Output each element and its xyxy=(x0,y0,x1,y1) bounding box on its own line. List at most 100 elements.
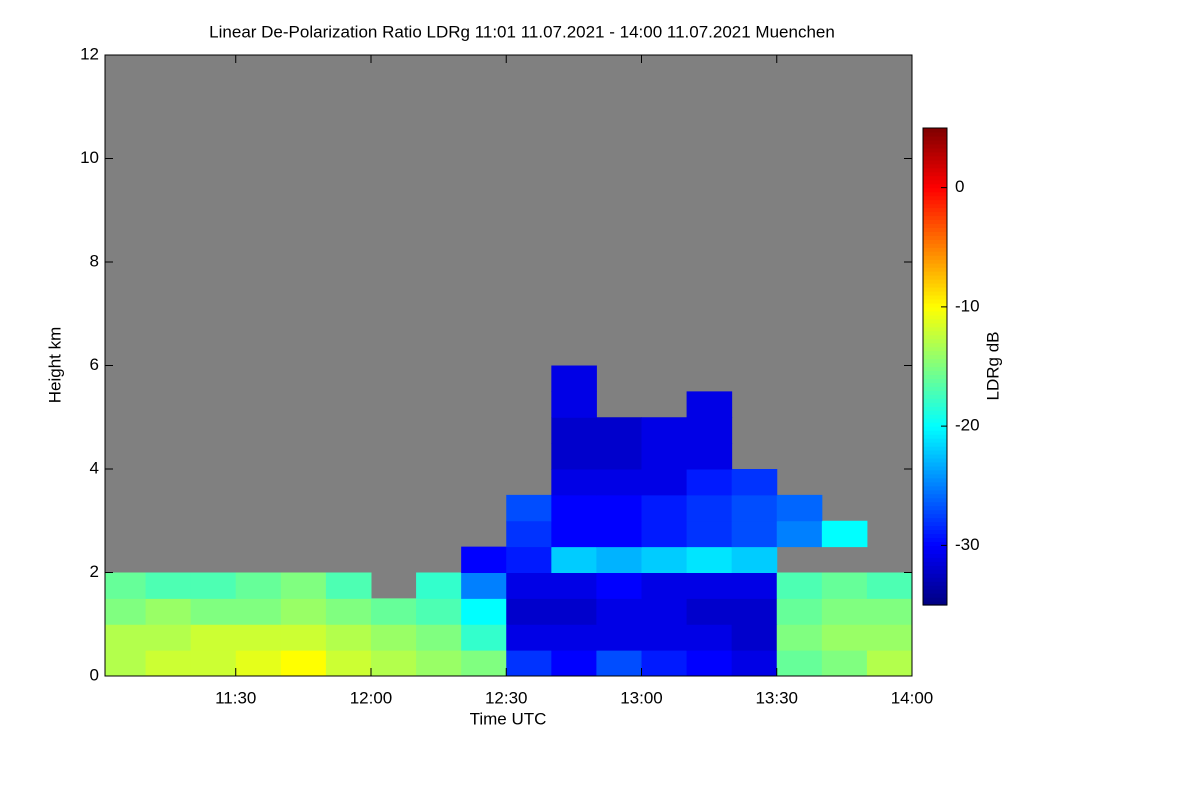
colorbar-step xyxy=(923,509,947,515)
colorbar-step xyxy=(923,179,947,185)
colorbar-step xyxy=(923,422,947,427)
heatmap-cell xyxy=(506,624,552,651)
colorbar-step xyxy=(923,370,947,376)
colorbar-step xyxy=(923,263,947,268)
colorbar-step xyxy=(923,306,947,312)
heatmap-cell xyxy=(461,546,507,573)
heatmap-cell xyxy=(596,624,642,651)
heatmap-cell xyxy=(596,572,642,599)
colorbar-step xyxy=(923,342,947,348)
colorbar-step xyxy=(923,442,947,447)
heatmap-cell xyxy=(641,572,688,599)
colorbar-step xyxy=(923,318,947,324)
colorbar-step xyxy=(923,461,947,467)
heatmap-cell xyxy=(866,598,913,625)
colorbar-step xyxy=(923,434,947,439)
colorbar-step xyxy=(923,485,947,491)
colorbar-step xyxy=(923,326,947,332)
heatmap-cell xyxy=(551,546,597,573)
heatmap-cell xyxy=(866,650,913,677)
colorbar-step xyxy=(923,489,947,495)
heatmap-cell xyxy=(776,520,823,548)
heatmap-cell xyxy=(416,598,462,625)
colorbar-step xyxy=(923,290,947,296)
colorbar-step xyxy=(923,199,947,205)
heatmap-cell xyxy=(731,494,778,522)
plot-area xyxy=(104,54,913,677)
heatmap-cell xyxy=(641,650,688,677)
heatmap-cell xyxy=(325,624,372,651)
colorbar-step xyxy=(923,569,947,574)
colorbar-step xyxy=(923,426,947,431)
heatmap-cell xyxy=(641,443,688,470)
colorbar-step xyxy=(923,338,947,344)
colorbar-step xyxy=(923,235,947,240)
heatmap-cell xyxy=(776,624,823,651)
colorbar-step xyxy=(923,465,947,471)
heatmap-cell xyxy=(686,572,733,599)
heatmap-cell xyxy=(551,365,597,392)
colorbar-step xyxy=(923,374,947,380)
colorbar-step xyxy=(923,227,947,232)
heatmap-cell xyxy=(416,572,462,599)
heatmap-cell xyxy=(731,650,778,677)
colorbar-step xyxy=(923,565,947,570)
heatmap-cell xyxy=(190,650,237,677)
colorbar-step xyxy=(923,358,947,364)
x-tick-label: 13:30 xyxy=(755,688,798,707)
heatmap-cell xyxy=(686,494,733,522)
heatmap-cell xyxy=(596,520,642,548)
colorbar-tick-label: -20 xyxy=(955,416,980,435)
colorbar-step xyxy=(923,581,947,586)
heatmap-cell xyxy=(145,572,192,599)
heatmap-cell xyxy=(551,443,597,470)
heatmap-cell xyxy=(641,546,688,573)
colorbar-step xyxy=(923,143,947,149)
colorbar-step xyxy=(923,155,947,161)
colorbar-step xyxy=(923,362,947,368)
colorbar-step xyxy=(923,449,947,455)
colorbar-step xyxy=(923,477,947,483)
heatmap-cell xyxy=(551,469,597,496)
colorbar-step xyxy=(923,597,947,602)
colorbar-step xyxy=(923,175,947,181)
colorbar-step xyxy=(923,287,947,292)
x-tick-label: 12:30 xyxy=(485,688,528,707)
x-tick-label: 12:00 xyxy=(350,688,393,707)
colorbar-step xyxy=(923,386,947,391)
y-tick-label: 2 xyxy=(90,562,99,581)
colorbar-step xyxy=(923,310,947,316)
colorbar-step xyxy=(923,183,947,189)
heatmap-cell xyxy=(686,598,733,625)
colorbar-step xyxy=(923,334,947,340)
colorbar-step xyxy=(923,585,947,590)
heatmap-cell xyxy=(145,624,192,651)
heatmap-cell xyxy=(105,572,147,599)
heatmap-cell xyxy=(686,391,733,418)
heatmap-cell xyxy=(506,494,552,522)
colorbar-tick-label: 0 xyxy=(955,177,964,196)
heatmap-cell xyxy=(280,624,327,651)
colorbar-step xyxy=(923,239,947,244)
colorbar-step xyxy=(923,171,947,177)
heatmap-cell xyxy=(551,391,597,418)
heatmap-cell xyxy=(596,546,642,573)
heatmap-cell xyxy=(641,469,688,496)
colorbar-step xyxy=(923,589,947,594)
heatmap-cell xyxy=(105,598,147,625)
colorbar-step xyxy=(923,406,947,411)
y-axis-label: Height km xyxy=(45,327,64,404)
colorbar-step xyxy=(923,128,947,133)
colorbar-step xyxy=(923,255,947,260)
colorbar-step xyxy=(923,541,947,546)
colorbar-step xyxy=(923,537,947,542)
colorbar-step xyxy=(923,418,947,423)
heatmap-cell xyxy=(280,650,327,677)
colorbar-step xyxy=(923,163,947,169)
colorbar-step xyxy=(923,410,947,415)
heatmap-cell xyxy=(506,520,552,548)
colorbar-step xyxy=(923,517,947,523)
y-tick-label: 12 xyxy=(80,44,99,63)
colorbar-step xyxy=(923,211,947,217)
heatmap-cell xyxy=(105,624,147,651)
